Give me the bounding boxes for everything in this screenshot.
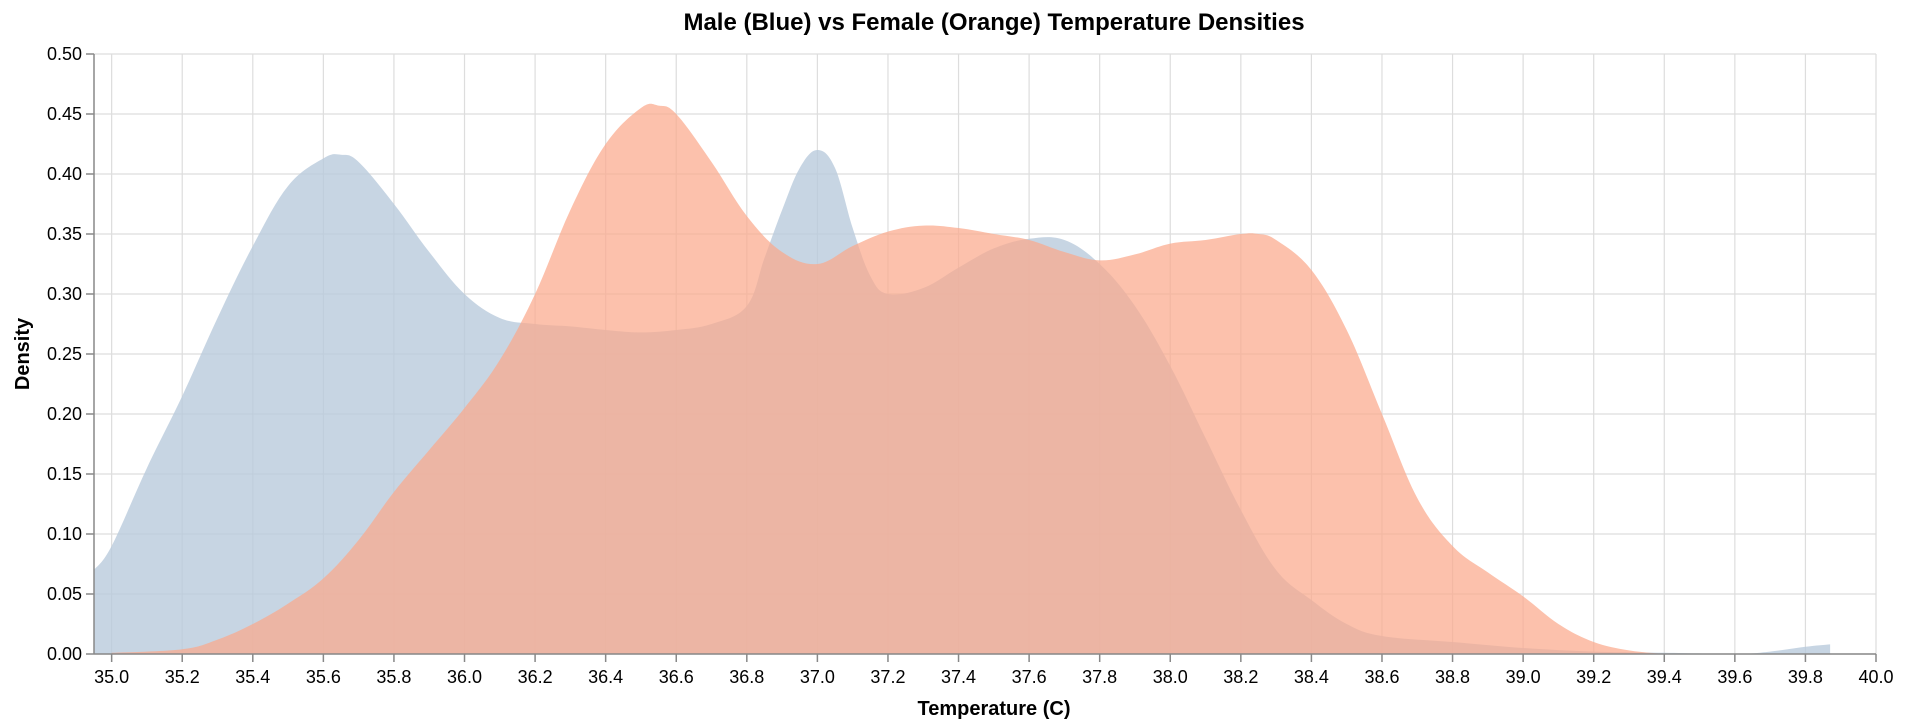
x-tick-label: 39.8 [1788, 667, 1823, 687]
x-tick-label: 39.6 [1717, 667, 1752, 687]
x-tick-label: 36.2 [518, 667, 553, 687]
y-tick-label: 0.20 [47, 404, 82, 424]
x-tick-label: 39.0 [1506, 667, 1541, 687]
y-tick-label: 0.40 [47, 164, 82, 184]
y-tick-label: 0.00 [47, 644, 82, 664]
x-tick-label: 38.0 [1153, 667, 1188, 687]
x-tick-label: 37.4 [941, 667, 976, 687]
y-axis-title: Density [12, 317, 34, 390]
x-tick-label: 38.4 [1294, 667, 1329, 687]
x-tick-label: 37.6 [1012, 667, 1047, 687]
x-axis-title: Temperature (C) [918, 698, 1071, 720]
x-tick-label: 35.0 [94, 667, 129, 687]
y-tick-label: 0.25 [47, 344, 82, 364]
female-density-area [111, 103, 1665, 655]
x-tick-label: 39.2 [1576, 667, 1611, 687]
x-tick-label: 37.8 [1082, 667, 1117, 687]
x-tick-label: 36.4 [588, 667, 623, 687]
y-tick-label: 0.50 [47, 44, 82, 64]
x-tick-label: 39.4 [1647, 667, 1682, 687]
x-tick-label: 36.6 [659, 667, 694, 687]
x-tick-label: 35.2 [165, 667, 200, 687]
x-tick-label: 38.6 [1364, 667, 1399, 687]
x-tick-label: 35.6 [306, 667, 341, 687]
y-tick-label: 0.30 [47, 284, 82, 304]
x-tick-label: 38.8 [1435, 667, 1470, 687]
axes: 35.0 35.2 35.4 35.6 35.8 36.0 36.2 36.4 36.6 36.8… [47, 44, 1894, 687]
density-areas [94, 103, 1831, 655]
x-tick-label: 36.8 [729, 667, 764, 687]
x-tick-label: 40.0 [1858, 667, 1893, 687]
x-tick-label: 37.2 [870, 667, 905, 687]
y-tick-label: 0.15 [47, 464, 82, 484]
y-tick-label: 0.10 [47, 524, 82, 544]
x-tick-label: 38.2 [1223, 667, 1258, 687]
x-tick-label: 37.0 [800, 667, 835, 687]
x-tick-label: 36.0 [447, 667, 482, 687]
x-tick-label: 35.8 [376, 667, 411, 687]
x-tick-label: 35.4 [235, 667, 270, 687]
y-tick-label: 0.45 [47, 104, 82, 124]
y-tick-label: 0.35 [47, 224, 82, 244]
chart-title: Male (Blue) vs Female (Orange) Temperatu… [683, 9, 1304, 36]
y-tick-label: 0.05 [47, 584, 82, 604]
